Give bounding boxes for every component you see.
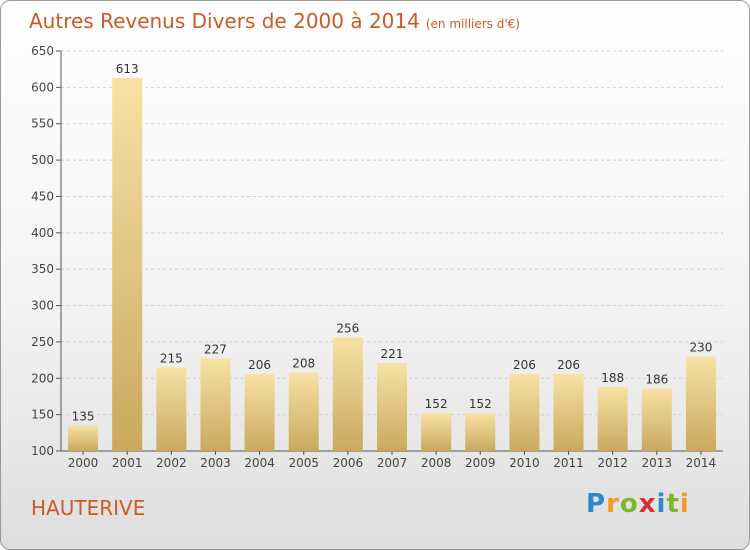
bar xyxy=(244,373,275,451)
bar xyxy=(156,367,187,451)
commune-name: HAUTERIVE xyxy=(31,496,146,520)
y-tick-label: 600 xyxy=(31,80,54,94)
y-tick-label: 100 xyxy=(31,444,54,458)
x-tick-label: 2000 xyxy=(68,456,99,470)
data-label: 256 xyxy=(336,322,359,336)
bar xyxy=(112,77,143,451)
bar xyxy=(288,372,319,451)
y-tick-label: 300 xyxy=(31,299,54,313)
bar xyxy=(332,337,363,451)
y-tick-label: 350 xyxy=(31,262,54,276)
y-tick-label: 250 xyxy=(31,335,54,349)
bar xyxy=(597,387,628,451)
data-label: 206 xyxy=(513,358,536,372)
chart-title: Autres Revenus Divers de 2000 à 2014 (en … xyxy=(29,9,520,33)
data-label: 230 xyxy=(689,340,712,354)
y-tick-label: 400 xyxy=(31,226,54,240)
y-tick-label: 200 xyxy=(31,371,54,385)
x-tick-label: 2009 xyxy=(465,456,496,470)
x-tick-label: 2006 xyxy=(333,456,364,470)
data-label: 227 xyxy=(204,343,227,357)
x-tick-label: 2010 xyxy=(509,456,540,470)
data-label: 221 xyxy=(381,347,404,361)
data-label: 152 xyxy=(469,397,492,411)
data-label: 186 xyxy=(645,372,668,386)
chart-title-text: Autres Revenus Divers de 2000 à 2014 xyxy=(29,9,420,33)
bar xyxy=(200,358,231,451)
logo-letter: i xyxy=(656,489,667,519)
y-tick-label: 550 xyxy=(31,117,54,131)
proxiti-logo: Proxiti xyxy=(586,489,690,519)
y-tick-label: 500 xyxy=(31,153,54,167)
bar xyxy=(465,413,496,451)
data-label: 613 xyxy=(116,62,139,76)
logo-letter: r xyxy=(606,489,620,519)
bar xyxy=(421,413,452,451)
data-label: 135 xyxy=(72,410,95,424)
x-tick-label: 2004 xyxy=(244,456,275,470)
bar xyxy=(376,363,408,451)
chart-unit: (en milliers d'€) xyxy=(425,17,520,31)
data-label: 206 xyxy=(557,358,580,372)
y-tick-label: 450 xyxy=(31,189,54,203)
x-tick-label: 2001 xyxy=(112,456,143,470)
x-tick-label: 2013 xyxy=(642,456,673,470)
bar xyxy=(68,425,99,451)
logo-letter: o xyxy=(619,489,639,519)
bar xyxy=(553,373,584,451)
data-label: 208 xyxy=(292,356,315,370)
y-tick-label: 650 xyxy=(31,44,54,58)
data-label: 152 xyxy=(425,397,448,411)
data-label: 206 xyxy=(248,358,271,372)
bar xyxy=(685,356,716,451)
x-tick-label: 2003 xyxy=(200,456,231,470)
bar xyxy=(509,373,540,451)
logo-letter: x xyxy=(638,489,657,519)
x-tick-label: 2002 xyxy=(156,456,187,470)
x-tick-label: 2007 xyxy=(377,456,408,470)
data-label: 215 xyxy=(160,351,183,365)
x-tick-label: 2011 xyxy=(553,456,584,470)
logo-letter: P xyxy=(586,489,607,519)
logo-letter: i xyxy=(679,489,690,519)
logo-letter: t xyxy=(666,489,680,519)
bar xyxy=(641,388,672,451)
data-label: 188 xyxy=(601,371,624,385)
x-tick-label: 2005 xyxy=(288,456,319,470)
x-tick-label: 2012 xyxy=(597,456,628,470)
x-tick-label: 2014 xyxy=(686,456,717,470)
y-tick-label: 150 xyxy=(31,408,54,422)
x-tick-label: 2008 xyxy=(421,456,452,470)
